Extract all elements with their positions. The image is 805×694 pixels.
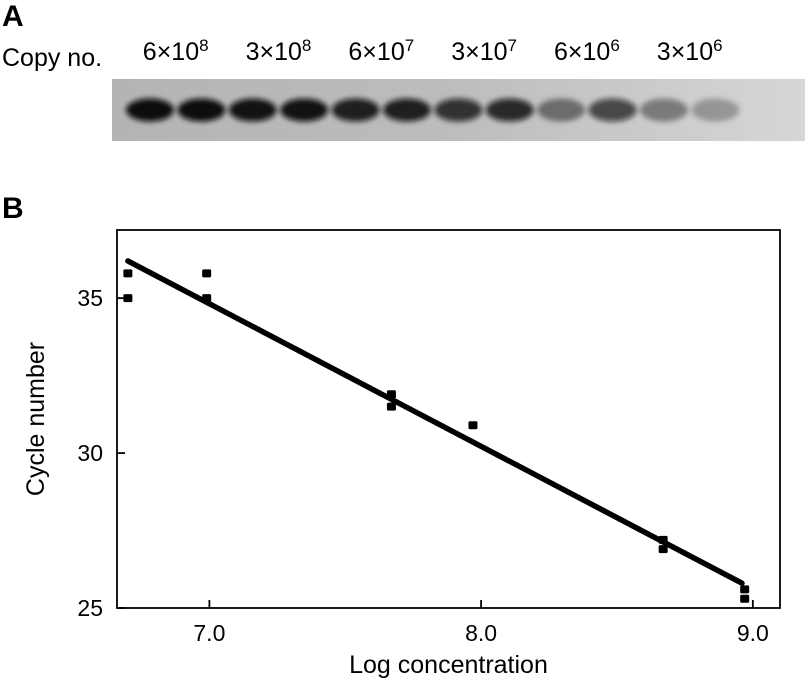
- lane-label-2: 3×108: [245, 37, 312, 66]
- data-point: [658, 545, 668, 554]
- data-point: [740, 594, 750, 603]
- gel-band-9: [537, 98, 586, 122]
- gel-band-5: [331, 98, 380, 122]
- data-point: [386, 402, 396, 411]
- lane-label-base: 6×10: [142, 38, 200, 66]
- lane-label-base: 3×10: [656, 38, 714, 66]
- lane-label-3: 6×107: [348, 37, 414, 66]
- x-tick-label: 9.0: [737, 620, 769, 646]
- gel-band-8: [485, 98, 534, 122]
- gel-band-11: [640, 98, 688, 122]
- data-point: [202, 294, 212, 303]
- copy-number-label: Copy no.: [2, 44, 103, 72]
- gel-band-1: [126, 98, 174, 122]
- lane-label-exponent: 8: [301, 36, 312, 55]
- standard-curve-plot: 7.0 8.0 9.0 25 30 35 Log concentration Cycle nu…: [22, 229, 781, 679]
- panel-b-letter: B: [2, 192, 24, 225]
- lane-label-4: 3×107: [451, 37, 517, 66]
- lane-label-5: 6×106: [554, 37, 620, 66]
- data-point: [123, 269, 133, 278]
- data-point: [386, 390, 396, 399]
- lane-label-exponent: 8: [199, 36, 209, 55]
- data-point: [658, 535, 668, 544]
- gel-band-6: [383, 98, 431, 122]
- y-axis-label: Cycle number: [22, 342, 50, 496]
- lane-label-base: 3×10: [451, 38, 508, 66]
- regression-line: [125, 258, 745, 586]
- plot-frame: [116, 229, 781, 609]
- y-tick-label: 35: [77, 285, 103, 311]
- lane-label-exponent: 6: [713, 36, 723, 55]
- lane-label-exponent: 6: [610, 36, 620, 55]
- data-point: [468, 421, 478, 430]
- lane-label-exponent: 7: [507, 36, 517, 55]
- lane-label-6: 3×106: [656, 37, 723, 66]
- lane-label-1: 6×108: [142, 37, 209, 66]
- panel-a-letter: A: [2, 0, 24, 33]
- y-tick-label: 25: [77, 595, 103, 621]
- x-axis-label: Log concentration: [349, 651, 548, 679]
- gel-band-3: [228, 98, 277, 122]
- data-point: [123, 294, 133, 303]
- lane-label-base: 3×10: [245, 38, 302, 66]
- lane-label-exponent: 7: [404, 36, 415, 55]
- gel-band-10: [588, 98, 637, 122]
- gel-band-12: [691, 98, 740, 122]
- gel-band-7: [434, 98, 483, 122]
- data-point: [202, 269, 212, 278]
- lane-label-base: 6×10: [348, 38, 405, 66]
- x-tick-label: 7.0: [193, 620, 225, 646]
- gel-band-2: [177, 98, 226, 122]
- gel-image: [112, 79, 805, 141]
- x-tick-label: 8.0: [465, 620, 497, 646]
- y-tick-label: 30: [77, 440, 103, 466]
- data-point: [740, 585, 750, 594]
- lane-label-base: 6×10: [554, 38, 611, 66]
- gel-band-4: [280, 98, 329, 122]
